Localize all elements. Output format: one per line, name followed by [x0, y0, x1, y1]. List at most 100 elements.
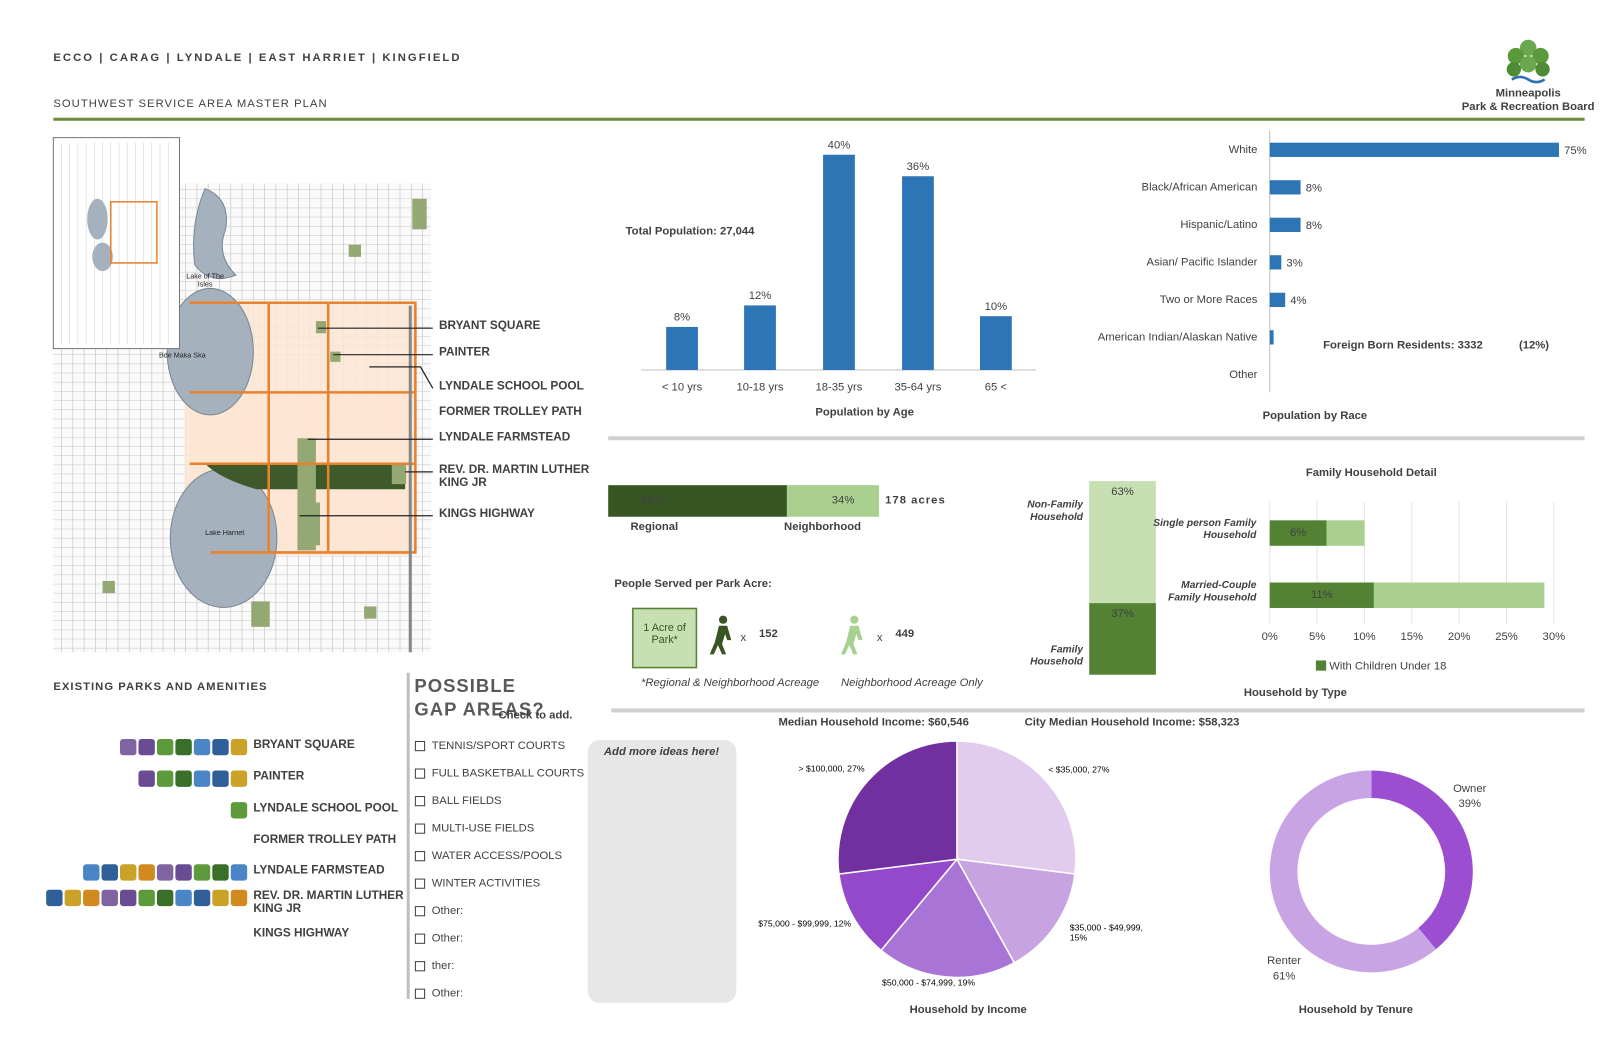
park-name: LYNDALE FARMSTEAD	[253, 864, 385, 877]
amenity-icon	[138, 770, 155, 787]
amenity-icon	[120, 889, 137, 907]
amenity-icon	[175, 889, 192, 907]
data-label: 4%	[1290, 295, 1306, 307]
checkbox[interactable]	[414, 740, 426, 752]
bar-segment	[786, 485, 879, 517]
park-name-box: KINGS HIGHWAY	[253, 928, 349, 940]
park-name: REV. DR. MARTIN LUTHER KING JR	[253, 889, 404, 916]
bar-segment	[608, 485, 787, 517]
amenity-icon	[101, 864, 118, 881]
checkbox[interactable]	[414, 878, 426, 889]
ideas-box[interactable]	[587, 739, 737, 1003]
park-name-box: FORMER TROLLEY PATH	[253, 833, 397, 846]
park	[348, 244, 362, 257]
data-label: 40%	[828, 140, 851, 152]
checkbox[interactable]	[414, 823, 426, 834]
gap-item: TENNIS/SPORT COURTS	[432, 740, 565, 752]
bar-segment	[1373, 582, 1545, 608]
map-label-box: FORMER TROLLEY PATH	[439, 406, 582, 418]
park-name-box: REV. DR. MARTIN LUTHER KING JR	[253, 889, 404, 916]
gap-item: WATER ACCESS/POOLS	[432, 850, 562, 862]
x-tick-label: 30%	[1543, 631, 1566, 643]
checkbox[interactable]	[414, 851, 426, 862]
park-name: FORMER TROLLEY PATH	[253, 833, 397, 846]
map-label-box: LYNDALE SCHOOL POOL	[438, 380, 584, 393]
checkbox[interactable]	[414, 768, 426, 779]
amenity-icon	[212, 738, 229, 756]
category-label: Married-Couple Family Household	[1168, 579, 1257, 603]
amenity-icon	[230, 770, 248, 787]
data-label: 11%	[1311, 589, 1333, 601]
checkbox[interactable]	[414, 988, 426, 999]
pie-slice	[880, 857, 1016, 979]
park	[412, 198, 427, 230]
gap-item: Other:	[432, 933, 463, 945]
leader-line	[369, 366, 434, 389]
chart-title: Household by Type	[1244, 687, 1347, 699]
map-label: LYNDALE SCHOOL POOL	[438, 380, 584, 393]
page-subtitle: SOUTHWEST SERVICE AREA MASTER PLAN	[53, 98, 327, 110]
gap-item: WINTER ACTIVITIES	[432, 878, 540, 890]
data-label: $35,000 - $49,999, 15%	[1069, 923, 1143, 943]
section-title: People Served per Park Acre:	[614, 578, 771, 590]
x-tick-label: 25%	[1495, 631, 1518, 643]
checkbox[interactable]	[414, 796, 426, 807]
amenity-icon	[83, 864, 100, 881]
walker-icon	[709, 625, 732, 655]
gap-item: BALL FIELDS	[432, 795, 502, 807]
checkbox[interactable]	[414, 933, 426, 944]
lake	[166, 287, 254, 416]
checkbox[interactable]	[414, 906, 426, 917]
park	[307, 502, 320, 546]
study-boundary	[189, 301, 417, 554]
amenity-icon	[212, 889, 229, 907]
chart-title: Household by Income	[910, 1004, 1027, 1016]
data-label: Renter	[1267, 955, 1301, 967]
lake-label: Lake Harriet	[205, 530, 245, 538]
walker-icon	[841, 625, 863, 655]
neighborhood-map	[52, 137, 431, 653]
amenity-icon	[138, 738, 155, 756]
y-tick-label: White	[1229, 144, 1258, 156]
chart-title: Population by Race	[1263, 410, 1368, 422]
amenity-icon	[230, 802, 248, 819]
bar	[744, 305, 776, 370]
lake-label-box: Lake of The Isles	[186, 273, 224, 288]
legend-label: Regional	[631, 521, 679, 533]
amenity-icon	[230, 738, 248, 756]
y-tick-label: Asian/ Pacific Islander	[1147, 256, 1258, 268]
park-name: PAINTER	[253, 770, 305, 783]
x-tick-label: 65 <	[985, 381, 1008, 393]
park-name: BRYANT SQUARE	[253, 738, 355, 752]
x-tick-label: 5%	[1309, 631, 1325, 643]
gap-item: Other:	[432, 988, 463, 1000]
inset-lake	[87, 198, 108, 240]
amenity-icon	[193, 889, 211, 907]
map-label: BRYANT SQUARE	[438, 320, 541, 333]
data-label-box: > $100,000, 27%	[798, 764, 864, 773]
checkbox[interactable]	[414, 961, 426, 972]
gap-item: FULL BASKETBALL COURTS	[432, 768, 584, 780]
multiplier: x	[877, 632, 883, 644]
amenity-icon	[212, 770, 229, 787]
park-name-box: LYNDALE SCHOOL POOL	[253, 802, 398, 814]
donut-slice	[1269, 770, 1437, 973]
park-name-box: BRYANT SQUARE	[253, 738, 355, 752]
y-tick-label: Hispanic/Latino	[1180, 219, 1257, 231]
section-hint: Check to add.	[498, 709, 572, 721]
map-label: PAINTER	[438, 346, 490, 359]
ideas-label: Add more ideas here!	[603, 746, 719, 758]
x-tick-label: 10-18 yrs	[737, 381, 784, 393]
lake-label: Bde Maka Ska	[158, 352, 206, 360]
logo-name: Minneapolis	[1496, 88, 1561, 100]
map-label: KINGS HIGHWAY	[438, 507, 535, 520]
park-name-box: LYNDALE FARMSTEAD	[253, 864, 385, 877]
data-label: $50,000 - $74,999, 19%	[882, 978, 976, 988]
amenity-icon	[101, 889, 118, 907]
data-label: 8%	[674, 312, 690, 324]
walker-icon	[718, 615, 728, 624]
amenity-icon	[156, 770, 174, 787]
chart-annotation: Median Household Income: $60,546	[778, 717, 968, 729]
